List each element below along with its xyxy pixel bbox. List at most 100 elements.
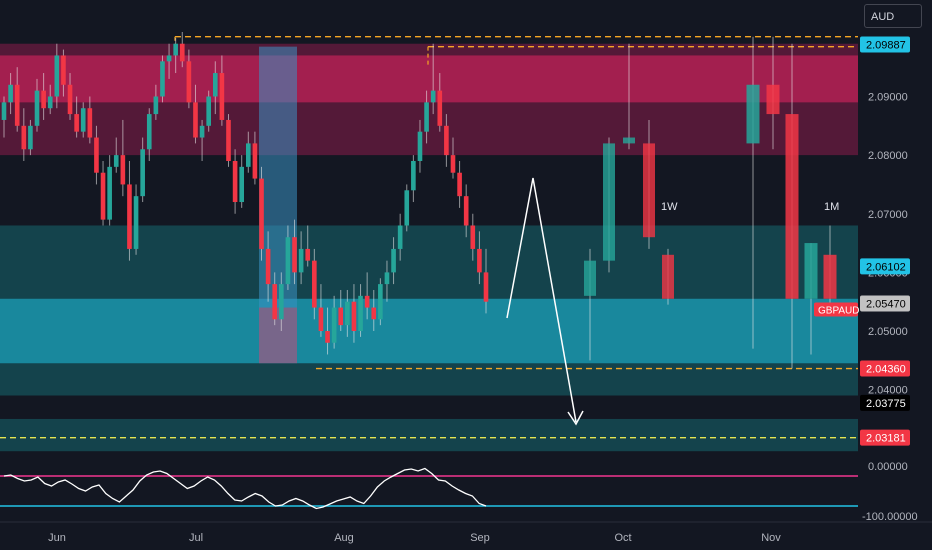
currency-button[interactable]: AUD	[864, 4, 922, 28]
daily-candle-body	[391, 248, 396, 273]
daily-candle-body	[127, 184, 132, 249]
time-tick-label: Sep	[470, 532, 490, 544]
daily-candle-body	[345, 301, 350, 326]
daily-candle-body	[312, 260, 317, 308]
price-label-box	[860, 36, 910, 53]
zone-lower	[0, 418, 858, 452]
daily-candle-body	[417, 131, 423, 161]
price-tick-label: 2.08000	[868, 150, 908, 162]
daily-candle-body	[430, 90, 436, 103]
daily-candle-body	[1, 102, 7, 120]
daily-candle-body	[450, 155, 456, 173]
daily-candle-body	[140, 149, 145, 197]
rsi-line	[3, 467, 487, 510]
projection-arrowhead	[567, 410, 584, 426]
daily-candle-body	[153, 96, 159, 115]
daily-candle-body	[94, 137, 99, 173]
daily-candle-body	[397, 225, 403, 249]
weekly-candle-body	[584, 260, 596, 296]
annotation-1m: 1M	[824, 201, 839, 213]
daily-candle-body	[21, 125, 27, 150]
daily-candle-body	[212, 73, 218, 97]
daily-candle-body	[186, 61, 192, 103]
symbol-tag-box	[814, 302, 858, 317]
daily-candle-body	[34, 90, 40, 126]
daily-candle-body	[8, 84, 13, 103]
daily-candle-body	[107, 166, 112, 220]
time-axis-background	[0, 522, 932, 550]
daily-candle-body	[272, 284, 278, 320]
price-axis: 2.040002.050002.060002.070002.080002.090…	[814, 0, 932, 550]
price-label-box	[860, 429, 910, 446]
price-label-text: 2.03775	[866, 398, 906, 410]
time-tick-label: Jun	[48, 532, 66, 544]
time-tick-label: Oct	[614, 532, 631, 544]
daily-candle-body	[305, 248, 311, 261]
price-label-text: 2.06102	[866, 261, 906, 273]
daily-candle-body	[285, 237, 291, 285]
price-tick-label: 2.04000	[868, 385, 908, 397]
monthly-candle-body	[746, 84, 760, 144]
rsi-background	[0, 460, 858, 522]
zone-demand-core	[0, 298, 858, 364]
dashed-levels	[0, 35, 858, 439]
projection-arrow	[506, 177, 584, 426]
daily-candle-body	[252, 143, 258, 179]
daily-candle-body	[378, 284, 383, 320]
rsi-tick-label: -100.00000	[862, 511, 918, 523]
daily-candle-body	[113, 155, 119, 167]
daily-candle-body	[325, 331, 330, 343]
daily-candle-body	[54, 55, 60, 97]
price-axis-background	[858, 0, 932, 550]
daily-candle-body	[146, 114, 152, 150]
time-axis: Jun Jul Aug Sep Oct Nov	[0, 521, 932, 550]
daily-candle-body	[424, 102, 429, 132]
daily-candle-body	[100, 172, 106, 220]
daily-candle-body	[28, 125, 33, 150]
weekly-candle-body	[643, 143, 655, 238]
price-label-box	[860, 394, 910, 411]
price-label-box	[860, 360, 910, 377]
daily-candle-body	[437, 90, 443, 126]
daily-candle-body	[41, 90, 46, 109]
daily-candle-body	[166, 55, 172, 62]
daily-candle-body	[245, 143, 251, 167]
price-label-text: 2.09887	[866, 39, 906, 51]
daily-candle-body	[384, 272, 390, 285]
daily-candle-body	[279, 284, 284, 320]
rsi-tick-label: 0.00000	[868, 461, 908, 473]
daily-candle-body	[133, 196, 139, 249]
daily-candle-body	[364, 295, 370, 308]
monthly-candle-body	[785, 114, 799, 299]
daily-candle-body	[67, 84, 73, 115]
daily-candle-body	[47, 96, 53, 109]
daily-candle-body	[411, 160, 416, 191]
daily-candle-body	[292, 237, 297, 273]
daily-candle-body	[331, 307, 337, 343]
daily-candle-body	[173, 43, 178, 56]
price-label-box	[860, 295, 910, 312]
daily-candle-body	[14, 84, 20, 126]
price-tick-label: 2.09000	[868, 91, 908, 103]
daily-candle-body	[470, 225, 476, 249]
rsi-pane	[0, 460, 858, 522]
daily-candle-body	[120, 155, 126, 185]
candles	[1, 32, 837, 369]
zone-highlight-blue	[259, 46, 297, 308]
monthly-candle-body	[804, 243, 818, 299]
daily-candle-body	[193, 102, 198, 138]
weekly-candle-body	[603, 143, 615, 261]
daily-candle-body	[61, 55, 66, 85]
daily-candle-body	[219, 73, 225, 120]
weekly-candle-body	[662, 254, 674, 299]
daily-candle-body	[160, 61, 165, 97]
daily-candle-body	[457, 172, 462, 197]
time-tick-label: Nov	[761, 532, 781, 544]
time-tick-label: Aug	[334, 532, 354, 544]
monthly-candle-body	[766, 84, 780, 115]
daily-candle-body	[318, 307, 324, 332]
price-label-text: 2.04360	[866, 364, 906, 376]
timeframe-annotations: 1W 1M	[661, 201, 839, 213]
daily-candle-body	[444, 125, 449, 156]
